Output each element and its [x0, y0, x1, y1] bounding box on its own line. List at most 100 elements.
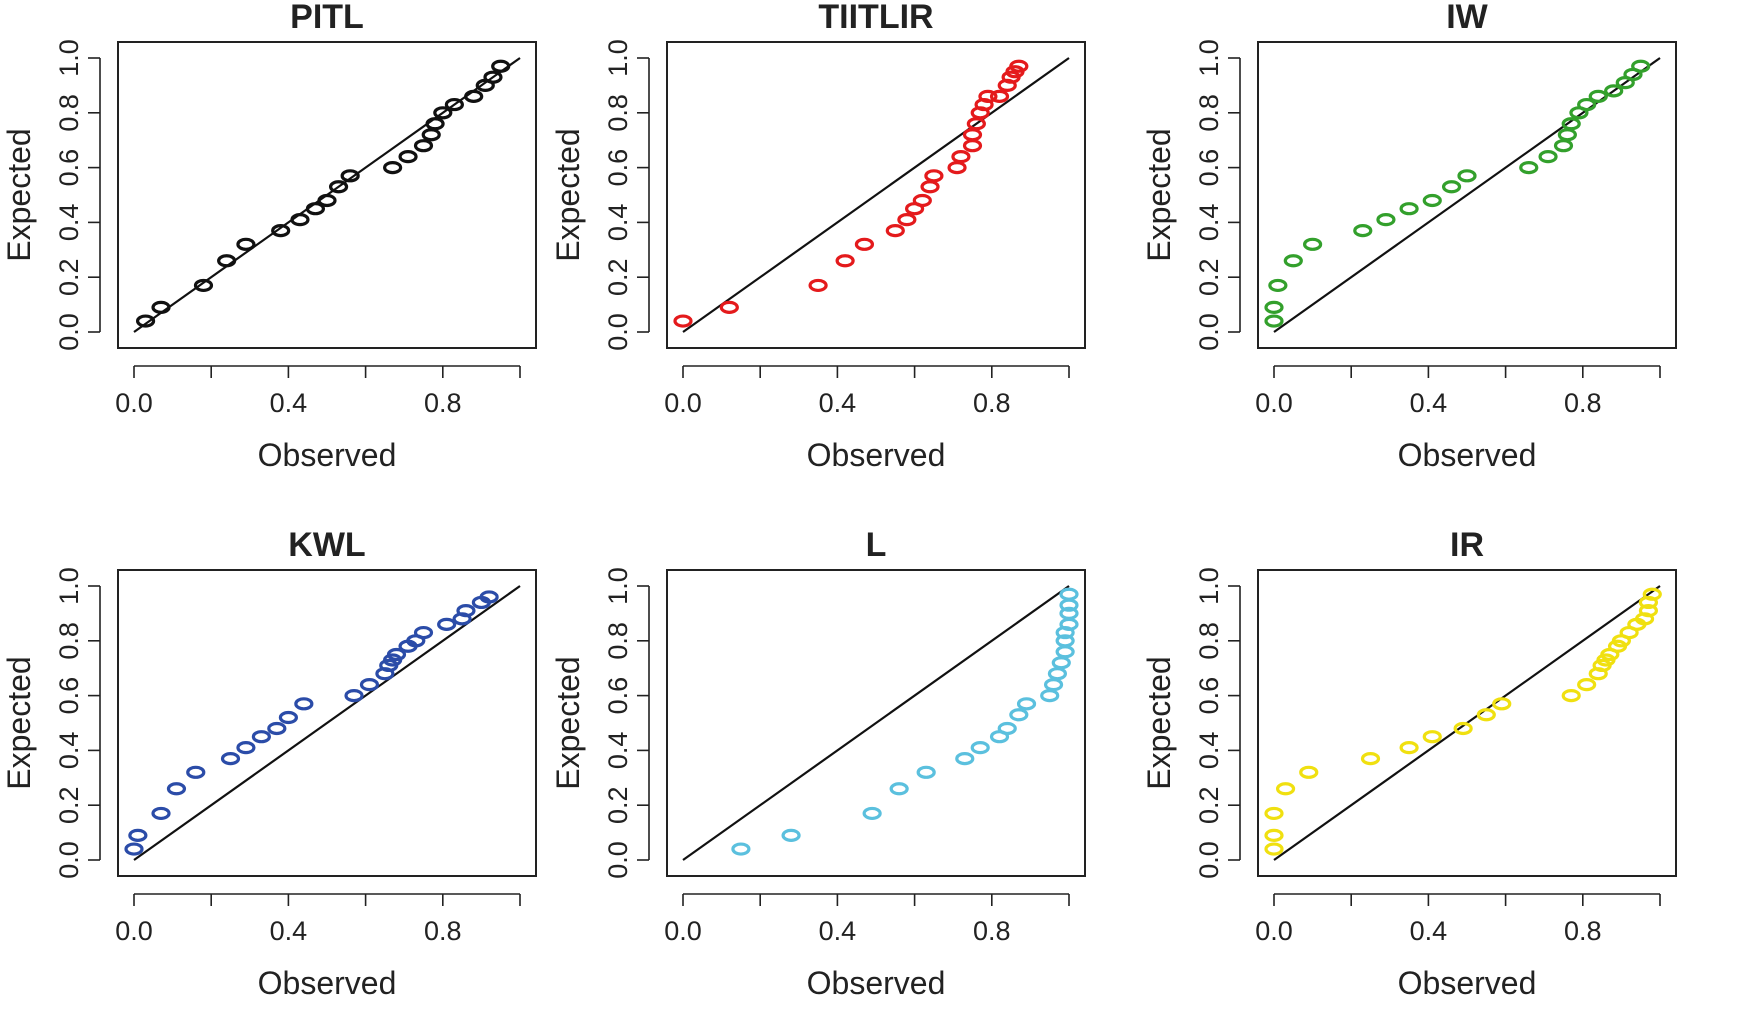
data-point: [1638, 604, 1659, 618]
y-tick-label: 1.0: [603, 39, 633, 77]
y-tick-label: 0.2: [603, 258, 633, 296]
data-point: [483, 70, 503, 84]
y-tick-label: 0.8: [54, 622, 84, 660]
y-axis-label: Expected: [1141, 656, 1177, 789]
data-point: [433, 106, 453, 120]
data-point: [1476, 708, 1496, 722]
data-point: [278, 710, 298, 725]
y-tick-label: 0.2: [54, 258, 84, 296]
data-point: [421, 128, 441, 142]
y-tick-label: 0.6: [1194, 677, 1224, 715]
chart-title: PITL: [290, 0, 364, 36]
y-tick-label: 0.0: [603, 313, 633, 351]
data-point: [1059, 587, 1079, 601]
data-point: [294, 697, 314, 711]
data-point: [305, 202, 326, 216]
plot-frame: [117, 569, 537, 877]
plot-frame: [117, 41, 537, 349]
y-tick-label: 0.2: [603, 786, 633, 824]
x-tick-label: 0.0: [115, 916, 153, 946]
x-tick-label: 0.8: [973, 388, 1011, 418]
y-tick-label: 0.4: [1194, 204, 1224, 242]
data-point: [135, 314, 156, 328]
data-point: [912, 193, 932, 208]
x-axis-label: Observed: [807, 437, 946, 473]
data-point: [1059, 617, 1079, 631]
y-axis-label: Expected: [1, 656, 37, 789]
x-tick-label: 0.0: [1255, 388, 1293, 418]
y-tick-label: 0.2: [1194, 786, 1224, 824]
x-tick-label: 0.8: [973, 916, 1011, 946]
data-point: [383, 161, 403, 175]
data-point: [897, 213, 917, 227]
data-point: [1264, 806, 1284, 821]
data-point: [1299, 765, 1319, 779]
data-point: [1561, 117, 1581, 131]
data-point: [951, 150, 971, 164]
data-point: [781, 828, 801, 842]
data-point: [413, 625, 434, 640]
data-point: [1588, 89, 1608, 103]
y-tick-label: 0.4: [54, 732, 84, 770]
data-point: [290, 213, 310, 227]
data-point: [955, 752, 975, 766]
data-point: [1275, 782, 1296, 796]
plot-frame: [666, 41, 1086, 349]
data-point: [1399, 202, 1419, 216]
data-point: [731, 842, 751, 856]
chart-panel-kwl: KWL 0.0 0.4 0.8 Observed 0.0 0.2 0.4 0.6 0.8 1.0 Ex…: [1, 526, 537, 1001]
data-point: [1642, 587, 1662, 601]
data-point: [236, 741, 256, 755]
data-point: [1441, 180, 1462, 194]
y-tick-label: 0.6: [54, 677, 84, 715]
y-tick-label: 0.2: [1194, 258, 1224, 296]
y-axis-label: Expected: [550, 128, 586, 261]
data-point: [970, 741, 990, 755]
data-point: [344, 688, 364, 703]
y-tick-label: 1.0: [1194, 39, 1224, 77]
chart-panel-l: L 0.0 0.4 0.8 Observed 0.0 0.2 0.4 0.6 0.8 1.0 Expe…: [550, 526, 1086, 1001]
chart-title: IW: [1446, 0, 1488, 36]
data-point: [491, 59, 511, 73]
data-point: [1557, 128, 1577, 142]
data-point: [1055, 634, 1075, 648]
data-point: [947, 161, 967, 175]
data-point: [425, 117, 445, 131]
y-tick-label: 1.0: [54, 39, 84, 77]
chart-panel-ir: IR 0.0 0.4 0.8 Observed 0.0 0.2 0.4 0.6 0.8 1.0 Exp…: [1141, 526, 1677, 1001]
chart-title: KWL: [288, 526, 365, 564]
data-point: [808, 278, 828, 293]
data-point: [1043, 678, 1064, 692]
data-point: [1538, 150, 1558, 164]
data-point: [456, 604, 476, 618]
y-tick-label: 0.6: [603, 677, 633, 715]
data-point: [271, 224, 291, 238]
x-axis-label: Observed: [1398, 965, 1537, 1001]
data-point: [124, 842, 144, 856]
y-tick-label: 0.0: [1194, 313, 1224, 351]
data-point: [1009, 59, 1029, 73]
data-point: [151, 300, 171, 314]
data-point: [1009, 708, 1029, 722]
data-point: [444, 97, 464, 112]
chart-panel-iw: IW 0.0 0.4 0.8 Observed 0.0 0.2 0.4 0.6 0.8 1.0 Exp…: [1141, 0, 1677, 473]
x-tick-label: 0.8: [424, 388, 462, 418]
y-tick-label: 0.6: [1194, 149, 1224, 187]
data-point: [186, 765, 206, 779]
data-point: [479, 590, 499, 604]
x-tick-label: 0.8: [1564, 916, 1602, 946]
data-point: [1264, 828, 1284, 842]
data-point: [978, 89, 998, 103]
y-tick-label: 0.4: [54, 204, 84, 242]
x-tick-label: 0.8: [424, 916, 462, 946]
y-tick-label: 0.8: [1194, 622, 1224, 660]
y-tick-label: 0.2: [54, 786, 84, 824]
chart-panel-pitl: PITL 0.0 0.4 0.8 Observed 0.0 0.2 0.4 0.6 0.8 1.0 E…: [1, 0, 537, 473]
data-point: [1399, 741, 1419, 755]
data-point: [1264, 314, 1284, 328]
data-point: [1577, 97, 1597, 112]
y-tick-label: 0.0: [603, 841, 633, 879]
y-tick-label: 0.8: [603, 94, 633, 132]
data-point: [1040, 688, 1060, 703]
data-point: [1059, 598, 1079, 612]
